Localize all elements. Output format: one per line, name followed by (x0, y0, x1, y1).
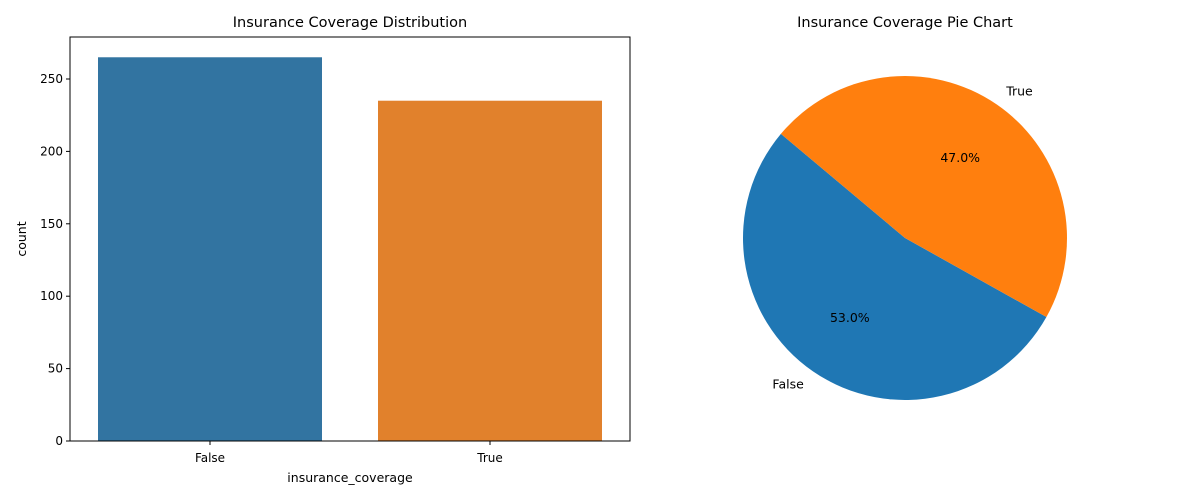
y-tick-label: 200 (40, 144, 63, 158)
y-tick-label: 100 (40, 289, 63, 303)
bar-chart: Insurance Coverage Distribution 0 50 100 15… (14, 15, 631, 485)
bar-x-axis-label: insurance_coverage (287, 470, 413, 485)
pie-chart: Insurance Coverage Pie Chart False 53.0% T… (742, 15, 1067, 401)
x-tick-label: False (195, 451, 225, 465)
bar-false (98, 57, 322, 441)
pie-slice-false (742, 133, 1047, 401)
bar-plot-frame (69, 36, 631, 442)
y-tick-label: 150 (40, 217, 63, 231)
bar-chart-title: Insurance Coverage Distribution (233, 15, 467, 31)
pie-chart-title: Insurance Coverage Pie Chart (797, 15, 1013, 31)
bar-y-axis-label: count (14, 221, 29, 256)
bar-true (378, 100, 602, 442)
pie-percent-true: 47.0% (940, 150, 980, 165)
x-tick-label: True (476, 451, 503, 465)
y-tick-label: 250 (40, 72, 63, 86)
y-tick-label: 50 (48, 362, 63, 376)
pie-label-false: False (772, 377, 804, 392)
pie-label-true: True (1005, 83, 1033, 98)
pie-percent-false: 53.0% (830, 310, 870, 325)
pie-slice-true (780, 76, 1067, 318)
y-tick-label: 0 (55, 434, 63, 448)
